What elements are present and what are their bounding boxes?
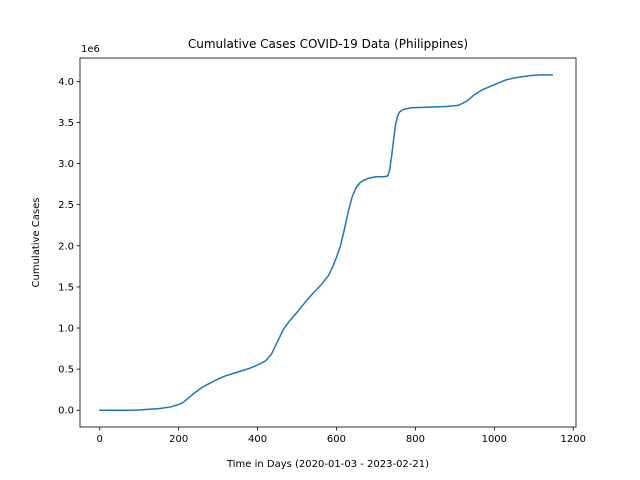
chart-title: Cumulative Cases COVID-19 Data (Philippi…: [188, 37, 468, 51]
x-tick-label: 800: [406, 434, 425, 445]
x-tick-label: 1000: [482, 434, 507, 445]
axes: 0 200 400 600 800 1000 1200 0.0 0.5 1.0 1.5 2.0 2.5 3…: [58, 77, 586, 445]
x-tick-label: 200: [169, 434, 188, 445]
y-tick-label: 1.0: [58, 324, 74, 335]
y-axis-label: Cumulative Cases: [31, 198, 42, 288]
y-tick-label: 3.5: [58, 118, 74, 129]
y-tick-label: 1.5: [58, 282, 74, 293]
y-tick-label: 4.0: [58, 77, 74, 88]
y-tick-label: 2.0: [58, 241, 74, 252]
series-line: [98, 74, 554, 411]
plot-area: [98, 74, 554, 411]
y-tick-label: 2.5: [58, 200, 74, 211]
x-tick-label: 600: [327, 434, 346, 445]
x-tick-label: 0: [97, 434, 103, 445]
y-tick-label: 3.0: [58, 159, 74, 170]
y-tick-label: 0.5: [58, 365, 74, 376]
y-tick-label: 0.0: [58, 406, 74, 417]
plot-frame: [79, 57, 577, 428]
x-axis-label: Time in Days (2020-01-03 - 2023-02-21): [226, 459, 429, 470]
x-tick-label: 1200: [561, 434, 586, 445]
y-offset-label: 1e6: [81, 44, 100, 55]
x-tick-label: 400: [248, 434, 267, 445]
